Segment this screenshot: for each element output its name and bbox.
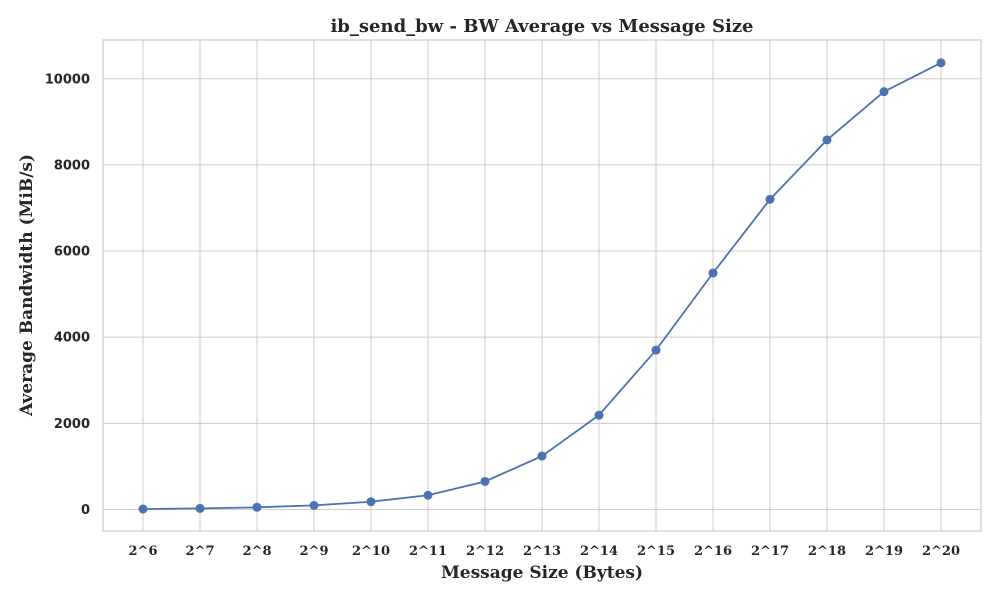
- y-tick-label: 8000: [54, 158, 90, 173]
- data-point: [252, 502, 262, 512]
- x-tick-label: 2^13: [523, 544, 561, 559]
- x-tick-label: 2^15: [637, 544, 675, 559]
- x-tick-label: 2^17: [751, 544, 789, 559]
- x-tick-labels: 2^6 2^7 2^8 2^9 2^10 2^11 2^12 2^13 2^14 2^15 2^16…: [129, 544, 961, 559]
- x-axis-label: Message Size (Bytes): [441, 563, 643, 583]
- y-tick-label: 10000: [45, 72, 90, 87]
- data-point: [480, 476, 490, 486]
- x-tick-label: 2^16: [694, 544, 732, 559]
- data-point: [423, 490, 433, 500]
- data-point: [651, 345, 661, 355]
- x-tick-label: 2^18: [808, 544, 846, 559]
- data-point: [138, 504, 148, 514]
- data-point: [309, 500, 319, 510]
- data-point: [594, 410, 604, 420]
- x-tick-label: 2^10: [352, 544, 390, 559]
- data-point: [708, 268, 718, 278]
- x-tick-label: 2^7: [186, 544, 215, 559]
- x-tick-label: 2^20: [922, 544, 960, 559]
- y-tick-label: 0: [81, 503, 90, 518]
- grid: [103, 40, 981, 531]
- data-point: [765, 194, 775, 204]
- plot-frame: [102, 39, 982, 532]
- y-tick-labels: 0 2000 4000 6000 8000 10000: [45, 72, 90, 518]
- y-tick-label: 6000: [54, 245, 90, 260]
- x-tick-label: 2^9: [300, 544, 329, 559]
- series: [138, 58, 946, 514]
- x-tick-label: 2^19: [865, 544, 903, 559]
- x-tick-label: 2^8: [243, 544, 272, 559]
- x-tick-label: 2^11: [409, 544, 447, 559]
- data-point: [366, 497, 376, 507]
- data-point: [936, 58, 946, 68]
- chart-title: ib_send_bw - BW Average vs Message Size: [330, 16, 753, 37]
- data-point: [879, 87, 889, 97]
- data-point: [537, 451, 547, 461]
- x-tick-label: 2^6: [129, 544, 158, 559]
- x-tick-label: 2^12: [466, 544, 504, 559]
- y-axis-label: Average Bandwidth (MiB/s): [17, 154, 37, 417]
- y-tick-label: 2000: [54, 417, 90, 432]
- y-tick-label: 4000: [54, 331, 90, 346]
- data-point: [195, 503, 205, 513]
- x-tick-label: 2^14: [580, 544, 618, 559]
- data-point: [822, 135, 832, 145]
